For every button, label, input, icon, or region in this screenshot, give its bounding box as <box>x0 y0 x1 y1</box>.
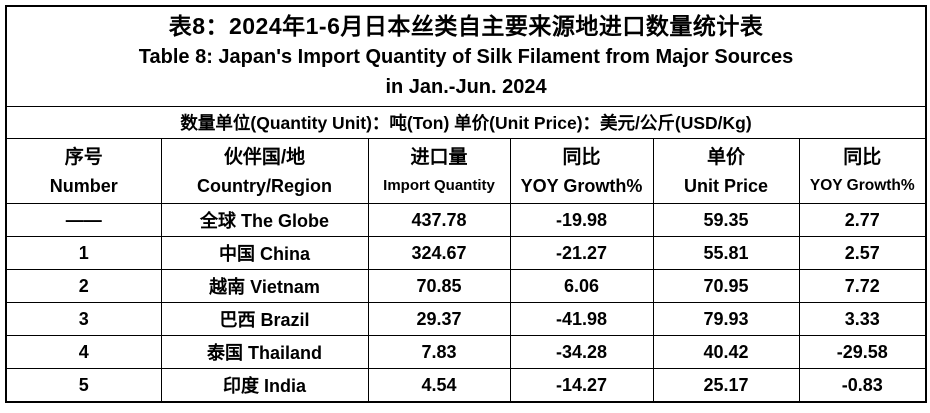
header-import-yoy-en: YOY Growth% <box>520 175 643 196</box>
cell-price-yoy: 3.33 <box>798 302 927 337</box>
header-number-en: Number <box>49 175 118 196</box>
header-unit-price-zh: 单价 <box>706 146 745 168</box>
header-country-zh: 伙伴国/地 <box>223 146 306 168</box>
table-title-period: in Jan.-Jun. 2024 <box>385 76 547 99</box>
cell-unit-price: 79.93 <box>652 302 800 337</box>
cell-import-quantity: 437.78 <box>367 202 511 238</box>
cell-country: 全球 The Globe <box>160 202 369 238</box>
table-title-zh: 表8：2024年1-6月日本丝类自主要来源地进口数量统计表 <box>168 13 764 40</box>
cell-number: 2 <box>5 269 162 304</box>
cell-unit-price: 55.81 <box>652 236 800 271</box>
cell-unit-price: 70.95 <box>652 269 800 304</box>
header-import-yoy-zh: 同比 <box>562 146 601 168</box>
table-row-vietnam: 2 越南 Vietnam 70.85 6.06 70.95 7.72 <box>5 269 927 304</box>
table-row-globe: —— 全球 The Globe 437.78 -19.98 59.35 2.77 <box>5 202 927 238</box>
cell-import-yoy: -34.28 <box>509 335 654 370</box>
header-import-quantity-zh: 进口量 <box>410 146 468 168</box>
cell-unit-price: 40.42 <box>652 335 800 370</box>
header-import-quantity-en: Import Quantity <box>383 176 495 194</box>
cell-unit-price: 25.17 <box>652 368 800 403</box>
table-row-india: 5 印度 India 4.54 -14.27 25.17 -0.83 <box>5 368 927 403</box>
header-import-quantity: 进口量 Import Quantity <box>367 137 511 204</box>
cell-number: 4 <box>5 335 162 370</box>
cell-unit-price: 59.35 <box>652 202 800 238</box>
table-row-brazil: 3 巴西 Brazil 29.37 -41.98 79.93 3.33 <box>5 302 927 337</box>
title-cell: 表8：2024年1-6月日本丝类自主要来源地进口数量统计表 Table 8: J… <box>5 5 927 107</box>
cell-price-yoy: 2.57 <box>798 236 927 271</box>
header-import-yoy: 同比 YOY Growth% <box>509 137 654 204</box>
header-country-en: Country/Region <box>197 175 332 196</box>
cell-import-quantity: 4.54 <box>367 368 511 403</box>
cell-price-yoy: -29.58 <box>798 335 927 370</box>
header-row: 序号 Number 伙伴国/地 Country/Region 进口量 Impor… <box>5 137 927 204</box>
cell-import-yoy: -19.98 <box>509 202 654 238</box>
cell-country: 越南 Vietnam <box>160 269 369 304</box>
cell-import-quantity: 70.85 <box>367 269 511 304</box>
header-price-yoy-en: YOY Growth% <box>809 176 915 194</box>
cell-number: 5 <box>5 368 162 403</box>
header-unit-price-en: Unit Price <box>683 175 769 196</box>
cell-import-quantity: 324.67 <box>367 236 511 271</box>
header-number-zh: 序号 <box>64 146 103 168</box>
cell-import-yoy: -14.27 <box>509 368 654 403</box>
header-unit-price: 单价 Unit Price <box>652 137 800 204</box>
cell-import-yoy: 6.06 <box>509 269 654 304</box>
statistics-sheet: 表8：2024年1-6月日本丝类自主要来源地进口数量统计表 Table 8: J… <box>5 5 928 403</box>
table-row-china: 1 中国 China 324.67 -21.27 55.81 2.57 <box>5 236 927 271</box>
cell-import-quantity: 29.37 <box>367 302 511 337</box>
table-title-en: Table 8: Japan's Import Quantity of Silk… <box>138 46 794 69</box>
cell-country: 巴西 Brazil <box>160 302 369 337</box>
unit-note: 数量单位(Quantity Unit)：吨(Ton) 单价(Unit Price… <box>5 105 927 139</box>
cell-country: 中国 China <box>160 236 369 271</box>
cell-price-yoy: 2.77 <box>798 202 927 238</box>
title-row: 表8：2024年1-6月日本丝类自主要来源地进口数量统计表 Table 8: J… <box>5 5 927 107</box>
cell-price-yoy: -0.83 <box>798 368 927 403</box>
header-price-yoy-zh: 同比 <box>843 146 882 168</box>
cell-number: 3 <box>5 302 162 337</box>
cell-country: 泰国 Thailand <box>160 335 369 370</box>
header-number: 序号 Number <box>5 137 162 204</box>
cell-number: —— <box>5 202 162 238</box>
header-country: 伙伴国/地 Country/Region <box>160 137 369 204</box>
cell-price-yoy: 7.72 <box>798 269 927 304</box>
unit-note-row: 数量单位(Quantity Unit)：吨(Ton) 单价(Unit Price… <box>5 105 927 139</box>
import-statistics-table: 表8：2024年1-6月日本丝类自主要来源地进口数量统计表 Table 8: J… <box>5 5 928 403</box>
cell-country: 印度 India <box>160 368 369 403</box>
cell-import-quantity: 7.83 <box>367 335 511 370</box>
table-row-thailand: 4 泰国 Thailand 7.83 -34.28 40.42 -29.58 <box>5 335 927 370</box>
header-price-yoy: 同比 YOY Growth% <box>798 137 927 204</box>
cell-import-yoy: -21.27 <box>509 236 654 271</box>
cell-number: 1 <box>5 236 162 271</box>
cell-import-yoy: -41.98 <box>509 302 654 337</box>
